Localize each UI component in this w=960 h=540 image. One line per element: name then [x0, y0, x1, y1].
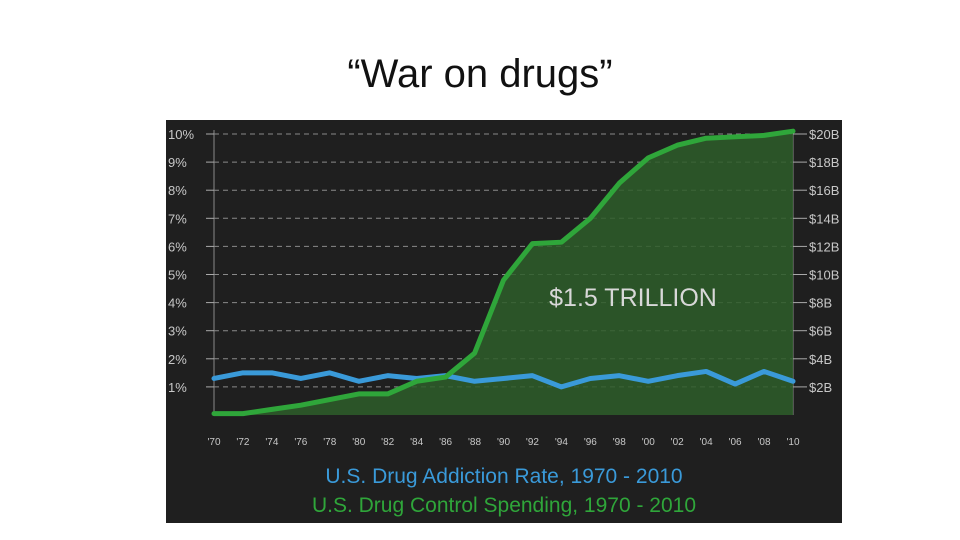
right-tick-label: $2B	[809, 380, 832, 395]
x-tick-label: '74	[265, 437, 278, 448]
x-tick-label: '94	[555, 437, 568, 448]
right-tick-label: $4B	[809, 352, 832, 367]
x-tick-label: '08	[758, 437, 771, 448]
right-axis-ticks: $2B $4B $6B $8B $10B $12B $14B $16B $18B $20B	[793, 127, 839, 395]
right-tick-label: $8B	[809, 296, 832, 311]
x-tick-label: '80	[352, 437, 365, 448]
right-tick-label: $18B	[809, 155, 839, 170]
right-tick-label: $20B	[809, 127, 839, 142]
left-tick-label: 8%	[168, 183, 187, 198]
chart: 1% 2% 3% 4% 5% 6% 7% 8% 9% 10% $2B $4B $6B $8B $10B $1…	[166, 120, 842, 523]
left-tick-label: 4%	[168, 296, 187, 311]
right-tick-label: $16B	[809, 183, 839, 198]
left-tick-label: 2%	[168, 352, 187, 367]
left-tick-label: 9%	[168, 155, 187, 170]
x-tick-label: '06	[729, 437, 742, 448]
left-tick-label: 7%	[168, 211, 187, 226]
x-tick-label: '00	[642, 437, 655, 448]
x-axis-ticks: '70 '72 '74 '76 '78 '80 '82 '84 '86 '88 '90 '92 '94 '…	[207, 437, 799, 448]
x-tick-label: '92	[526, 437, 539, 448]
left-tick-label: 3%	[168, 324, 187, 339]
spending-area	[214, 131, 793, 415]
left-tick-label: 1%	[168, 380, 187, 395]
x-tick-label: '10	[786, 437, 799, 448]
x-tick-label: '02	[671, 437, 684, 448]
right-tick-label: $14B	[809, 211, 839, 226]
series-lines	[211, 128, 796, 417]
chart-svg: 1% 2% 3% 4% 5% 6% 7% 8% 9% 10% $2B $4B $6B $8B $10B $1…	[166, 120, 842, 523]
x-tick-label: '82	[381, 437, 394, 448]
right-tick-label: $10B	[809, 268, 839, 283]
x-tick-label: '96	[584, 437, 597, 448]
x-tick-label: '70	[207, 437, 220, 448]
right-tick-label: $6B	[809, 324, 832, 339]
x-tick-label: '78	[323, 437, 336, 448]
x-tick-label: '88	[468, 437, 481, 448]
annotation-label: $1.5 TRILLION	[549, 284, 717, 312]
x-tick-label: '86	[439, 437, 452, 448]
x-tick-label: '84	[410, 437, 423, 448]
left-tick-label: 5%	[168, 268, 187, 283]
right-tick-label: $12B	[809, 239, 839, 254]
x-tick-label: '72	[236, 437, 249, 448]
caption-addiction: U.S. Drug Addiction Rate, 1970 - 2010	[325, 465, 682, 488]
x-tick-label: '98	[613, 437, 626, 448]
left-tick-label: 6%	[168, 239, 187, 254]
x-tick-label: '76	[294, 437, 307, 448]
left-tick-label: 10%	[168, 127, 194, 142]
x-tick-label: '90	[497, 437, 510, 448]
slide-title: “War on drugs”	[347, 52, 613, 96]
left-axis-ticks: 1% 2% 3% 4% 5% 6% 7% 8% 9% 10%	[168, 127, 214, 395]
caption-spending: U.S. Drug Control Spending, 1970 - 2010	[312, 494, 696, 517]
x-tick-label: '04	[700, 437, 713, 448]
